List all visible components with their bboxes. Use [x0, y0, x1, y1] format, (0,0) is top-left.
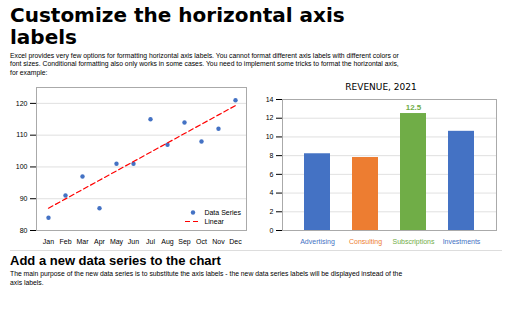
svg-text:Consulting: Consulting: [349, 239, 382, 247]
svg-text:80: 80: [20, 227, 28, 234]
svg-text:Aug: Aug: [161, 239, 174, 247]
html-text:The main purpose of the new da: The main purpose of the new data series …: [10, 270, 403, 278]
html-text:Data Series: Data Series: [204, 209, 241, 217]
svg-text:110: 110: [16, 132, 27, 139]
svg-text:0: 0: [270, 227, 274, 234]
svg-text:120: 120: [16, 100, 28, 107]
svg-text:Dec: Dec: [229, 239, 242, 246]
html-text:REVENUE, 2021: REVENUE, 2021: [345, 82, 417, 93]
svg-text:Nov: Nov: [212, 239, 225, 246]
html-text:Add a new data series to the c: Add a new data series to the chart: [10, 253, 221, 269]
svg-text:Oct: Oct: [196, 239, 207, 246]
svg-text:2: 2: [270, 208, 274, 215]
svg-text:Jun: Jun: [128, 239, 139, 246]
svg-text:Feb: Feb: [59, 239, 71, 246]
svg-text:Sep: Sep: [178, 239, 191, 247]
svg-text:14: 14: [266, 96, 274, 103]
svg-text:12.5: 12.5: [406, 104, 422, 113]
svg-text:6: 6: [270, 171, 274, 178]
html-text:font sizes. Conditional format: font sizes. Conditional formatting also …: [10, 60, 399, 68]
svg-text:8: 8: [270, 152, 274, 159]
svg-text:Jul: Jul: [146, 239, 155, 246]
svg-text:Advertising: Advertising: [300, 239, 335, 247]
svg-text:Apr: Apr: [94, 239, 106, 247]
html-text:labels: labels: [10, 25, 77, 49]
svg-text:Subscriptions: Subscriptions: [392, 239, 435, 247]
svg-text:Mar: Mar: [76, 239, 89, 246]
svg-text:4: 4: [270, 190, 274, 197]
html-text:axis labels.: axis labels.: [10, 278, 44, 286]
svg-text:10: 10: [266, 134, 274, 141]
svg-text:Jan: Jan: [43, 239, 54, 246]
svg-text:12: 12: [266, 115, 274, 122]
svg-text:Investments: Investments: [443, 239, 481, 246]
html-text:Customize the horizontal axis: Customize the horizontal axis: [10, 3, 345, 27]
svg-text:100: 100: [16, 164, 28, 171]
svg-text:90: 90: [20, 195, 28, 202]
html-text:Linear: Linear: [204, 218, 224, 226]
html-text:Excel provides very few option: Excel provides very few options for form…: [10, 52, 399, 59]
html-text:for example:: for example:: [10, 69, 48, 76]
svg-text:May: May: [110, 239, 124, 247]
